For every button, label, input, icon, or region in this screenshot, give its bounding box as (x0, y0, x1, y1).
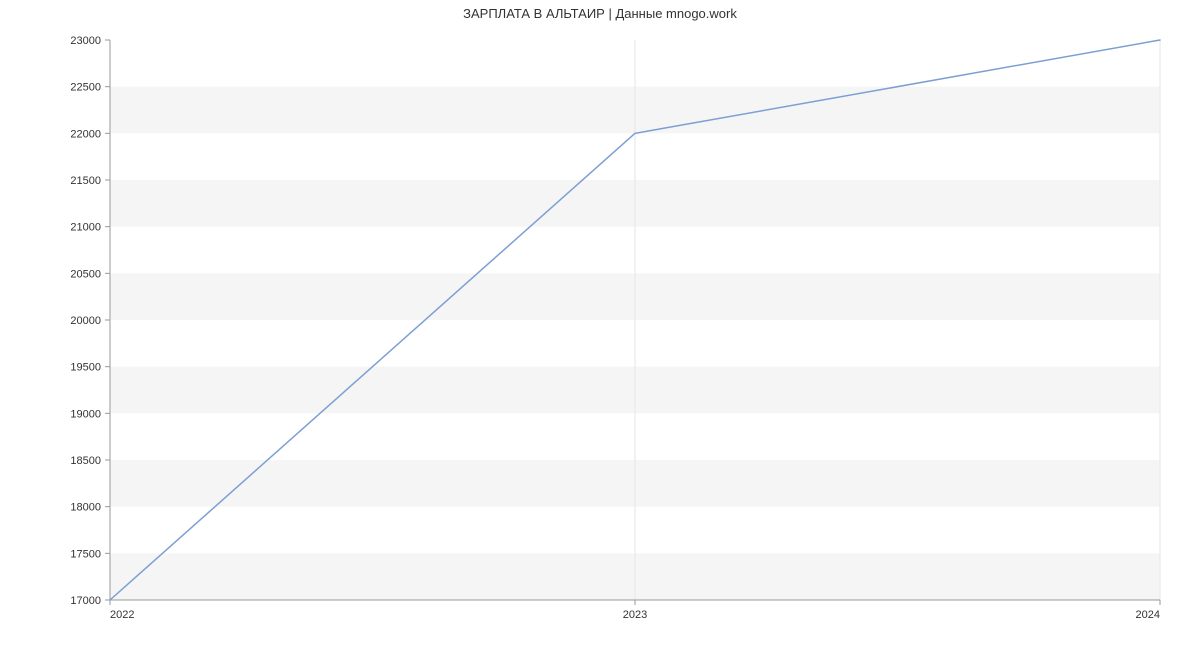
x-tick-label: 2024 (1136, 609, 1160, 621)
y-tick-label: 17500 (70, 548, 101, 560)
chart-svg: 17000 17500 18000 18500 19000 19500 20000 20500… (0, 0, 1200, 650)
y-tick-label: 20500 (70, 268, 101, 280)
y-tick-label: 21000 (70, 222, 101, 234)
y-tick-label: 23000 (70, 35, 101, 47)
y-tick-label: 18000 (70, 502, 101, 514)
y-tick-label: 20000 (70, 315, 101, 327)
x-tick-label: 2023 (623, 609, 647, 621)
x-tick-label: 2022 (110, 609, 134, 621)
y-tick-label: 22500 (70, 82, 101, 94)
salary-line-chart: ЗАРПЛАТА В АЛЬТАИР | Данные mnogo.work 1… (0, 0, 1200, 650)
y-tick-label: 19500 (70, 362, 101, 374)
y-tick-label: 18500 (70, 455, 101, 467)
y-tick-label: 21500 (70, 175, 101, 187)
y-tick-label: 19000 (70, 408, 101, 420)
y-tick-label: 22000 (70, 128, 101, 140)
y-tick-label: 17000 (70, 595, 101, 607)
